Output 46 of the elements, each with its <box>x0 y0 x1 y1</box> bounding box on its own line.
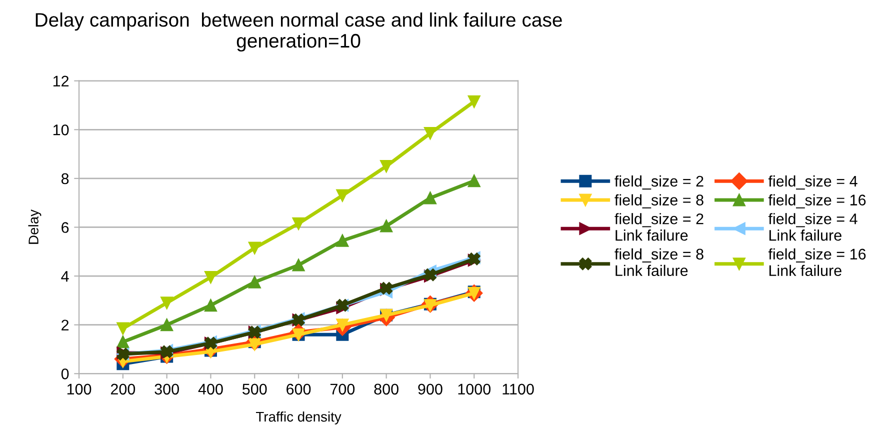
point <box>424 127 436 140</box>
point <box>336 189 349 202</box>
point <box>248 338 261 351</box>
y-axis-title: Delay <box>28 210 42 244</box>
y-tick-label: 6 <box>62 222 69 233</box>
legend-label: field_size = 2 <box>614 175 704 190</box>
x-tick-label: 500 <box>242 384 267 395</box>
x-tick-label: 800 <box>374 384 398 395</box>
point <box>116 336 130 348</box>
legend-label: field_size = 16 <box>768 194 866 208</box>
point <box>160 296 174 310</box>
point <box>336 234 349 247</box>
y-tick-label: 0 <box>61 368 69 380</box>
point <box>468 174 480 188</box>
y-tick-label: 12 <box>53 76 69 86</box>
point <box>116 322 130 335</box>
point <box>380 160 393 172</box>
y-tick-label: 10 <box>53 124 69 136</box>
point <box>292 217 305 230</box>
point <box>380 220 393 232</box>
x-axis-title: Traffic density <box>256 411 342 424</box>
x-tick-label: 900 <box>418 384 442 395</box>
x-tick-label: 700 <box>330 384 355 395</box>
x-tick-label: 1100 <box>502 384 534 395</box>
y-tick-label: 8 <box>61 173 69 184</box>
legend-label: field_size = 8 <box>614 194 704 208</box>
point <box>424 192 436 204</box>
point <box>468 95 480 108</box>
point <box>248 276 261 288</box>
point <box>204 299 217 312</box>
x-tick-label: 400 <box>198 384 223 395</box>
legend-label: field_size = 8 Link failure <box>614 248 704 276</box>
y-tick-label: 2 <box>62 320 69 330</box>
chart-title: Delay camparison between normal case and link failure case generation=10 <box>36 12 562 52</box>
legend-label: field_size = 16 Link failure <box>768 248 866 276</box>
legend-label: field_size = 4 <box>768 175 858 190</box>
point <box>204 271 217 284</box>
x-tick-label: 1000 <box>458 384 491 395</box>
y-tick-label: 4 <box>61 271 69 282</box>
x-tick-label: 200 <box>110 384 136 395</box>
point <box>248 242 261 254</box>
x-tick-label: 600 <box>286 384 311 395</box>
x-tick-label: 300 <box>154 384 179 395</box>
x-tick-label: 100 <box>67 384 92 395</box>
point <box>292 258 305 272</box>
point <box>160 318 174 332</box>
